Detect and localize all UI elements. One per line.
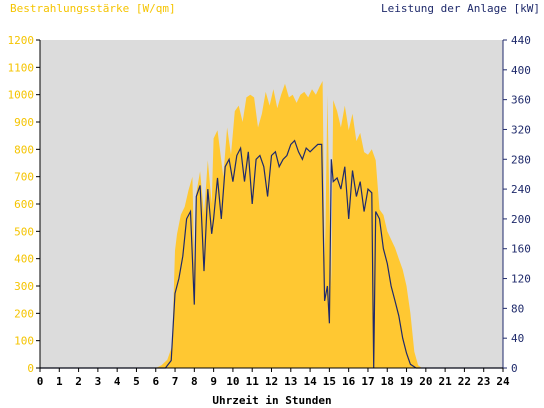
x-tick-label: 9 — [210, 375, 217, 388]
y-left-tick-label: 400 — [14, 253, 34, 266]
y-left-tick-label: 800 — [14, 143, 34, 156]
x-tick-label: 23 — [477, 375, 490, 388]
y-left-tick-label: 200 — [14, 307, 34, 320]
y-left-tick-label: 0 — [27, 362, 34, 375]
y-right-tick-label: 360 — [511, 94, 531, 107]
x-tick-label: 8 — [191, 375, 198, 388]
y-right-tick-label: 160 — [511, 243, 531, 256]
x-tick-label: 15 — [323, 375, 336, 388]
y-left-tick-label: 100 — [14, 335, 34, 348]
x-tick-label: 22 — [458, 375, 471, 388]
y-right-tick-label: 40 — [511, 332, 524, 345]
y-right-tick-label: 280 — [511, 153, 531, 166]
x-tick-label: 6 — [152, 375, 159, 388]
x-tick-label: 11 — [246, 375, 260, 388]
y-left-tick-label: 1200 — [8, 34, 35, 47]
left-axis-title: Bestrahlungsstärke [W/qm] — [10, 2, 176, 15]
power-line — [40, 139, 503, 369]
y-right-tick-label: 200 — [511, 213, 531, 226]
x-tick-label: 1 — [56, 375, 63, 388]
right-axis-title: Leistung der Anlage [kW] — [381, 2, 540, 15]
x-tick-label: 13 — [284, 375, 297, 388]
x-tick-label: 3 — [95, 375, 102, 388]
y-right-tick-label: 0 — [511, 362, 518, 375]
x-tick-label: 5 — [133, 375, 140, 388]
y-right-tick-label: 440 — [511, 34, 531, 47]
y-right-tick-label: 80 — [511, 302, 524, 315]
y-left-tick-label: 700 — [14, 171, 34, 184]
y-right-tick-label: 120 — [511, 273, 531, 286]
y-right-tick-label: 320 — [511, 123, 531, 136]
irradiance-area — [40, 81, 503, 368]
y-right-tick-label: 400 — [511, 64, 531, 77]
y-left-tick-label: 1000 — [8, 89, 35, 102]
y-right-tick-label: 240 — [511, 183, 531, 196]
y-left-tick-label: 600 — [14, 198, 34, 211]
y-left-tick-label: 500 — [14, 225, 34, 238]
x-axis-label: Uhrzeit in Stunden — [212, 394, 332, 407]
x-tick-label: 12 — [265, 375, 278, 388]
x-tick-label: 2 — [75, 375, 82, 388]
x-tick-label: 24 — [496, 375, 510, 388]
x-tick-label: 21 — [439, 375, 453, 388]
y-left-tick-label: 900 — [14, 116, 34, 129]
x-tick-label: 16 — [342, 375, 356, 388]
x-tick-label: 7 — [172, 375, 179, 388]
x-tick-label: 20 — [419, 375, 432, 388]
x-tick-label: 14 — [303, 375, 317, 388]
y-left-tick-label: 300 — [14, 280, 34, 293]
x-tick-label: 0 — [37, 375, 44, 388]
x-tick-label: 19 — [400, 375, 413, 388]
x-tick-label: 17 — [361, 375, 374, 388]
x-tick-label: 10 — [226, 375, 239, 388]
y-left-tick-label: 1100 — [8, 61, 35, 74]
x-tick-label: 18 — [381, 375, 394, 388]
x-tick-label: 4 — [114, 375, 121, 388]
